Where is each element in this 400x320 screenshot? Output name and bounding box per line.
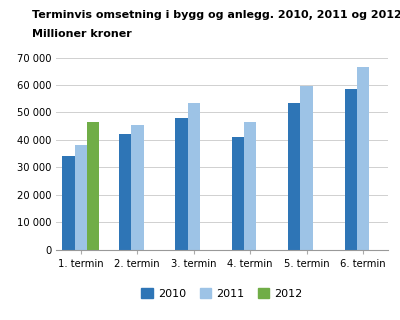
Bar	[244, 122, 256, 250]
Bar	[300, 86, 313, 250]
Bar	[175, 118, 188, 250]
Text: Terminvis omsetning i bygg og anlegg. 2010, 2011 og 2012.: Terminvis omsetning i bygg og anlegg. 20…	[32, 10, 400, 20]
Text: Millioner kroner: Millioner kroner	[32, 29, 132, 39]
Bar	[288, 103, 300, 250]
Legend: 2010, 2011, 2012: 2010, 2011, 2012	[137, 284, 307, 303]
Bar	[232, 137, 244, 250]
Bar	[62, 156, 75, 250]
Bar	[87, 122, 100, 250]
Bar	[119, 134, 131, 250]
Bar	[75, 145, 87, 250]
Bar	[131, 125, 144, 250]
Bar	[188, 103, 200, 250]
Bar	[344, 89, 357, 250]
Bar	[357, 67, 369, 250]
